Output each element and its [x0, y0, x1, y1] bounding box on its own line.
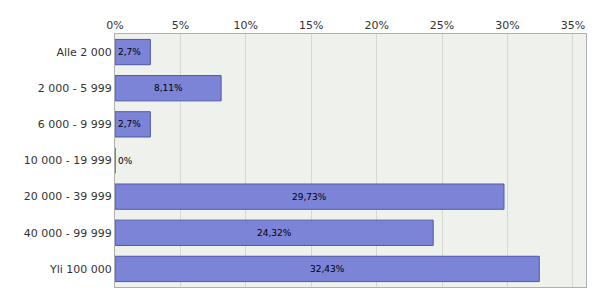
svg-text:Alle 2 000: Alle 2 000 [56, 46, 111, 59]
svg-text:10%: 10% [234, 19, 258, 32]
svg-text:2,7%: 2,7% [118, 119, 141, 129]
svg-text:10 000 - 19 999: 10 000 - 19 999 [24, 154, 112, 167]
svg-text:25%: 25% [430, 19, 454, 32]
svg-text:2 000 - 5 999: 2 000 - 5 999 [38, 82, 112, 95]
svg-text:29,73%: 29,73% [292, 192, 327, 202]
svg-text:0%: 0% [106, 19, 123, 32]
svg-text:30%: 30% [495, 19, 519, 32]
svg-text:Yli 100 000: Yli 100 000 [49, 263, 112, 276]
svg-text:35%: 35% [561, 19, 585, 32]
svg-text:5%: 5% [172, 19, 189, 32]
svg-text:6 000 - 9 999: 6 000 - 9 999 [38, 118, 112, 131]
svg-text:0%: 0% [118, 156, 133, 166]
svg-text:20%: 20% [364, 19, 388, 32]
svg-text:8,11%: 8,11% [154, 83, 183, 93]
svg-text:20 000 - 39 999: 20 000 - 39 999 [24, 190, 112, 203]
svg-text:2,7%: 2,7% [118, 47, 141, 57]
svg-text:32,43%: 32,43% [310, 264, 345, 274]
svg-text:40 000 - 99 999: 40 000 - 99 999 [24, 227, 112, 240]
svg-text:24,32%: 24,32% [257, 228, 292, 238]
svg-text:15%: 15% [299, 19, 323, 32]
